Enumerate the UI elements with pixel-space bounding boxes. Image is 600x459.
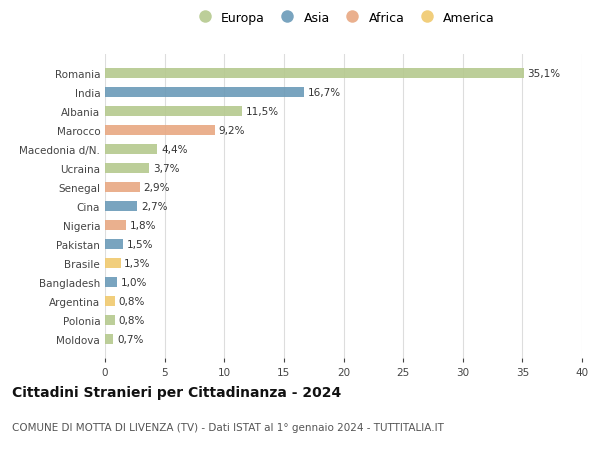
Bar	[105, 145, 157, 155]
Text: 35,1%: 35,1%	[527, 69, 560, 79]
Bar	[105, 277, 117, 287]
Bar	[105, 334, 113, 344]
Text: 0,8%: 0,8%	[118, 315, 145, 325]
Bar	[105, 258, 121, 269]
Bar	[105, 296, 115, 307]
Bar	[105, 106, 242, 117]
Bar	[105, 315, 115, 325]
Text: Cittadini Stranieri per Cittadinanza - 2024: Cittadini Stranieri per Cittadinanza - 2…	[12, 386, 341, 399]
Text: 2,9%: 2,9%	[143, 183, 170, 193]
Text: 1,8%: 1,8%	[130, 220, 157, 230]
Text: COMUNE DI MOTTA DI LIVENZA (TV) - Dati ISTAT al 1° gennaio 2024 - TUTTITALIA.IT: COMUNE DI MOTTA DI LIVENZA (TV) - Dati I…	[12, 422, 444, 432]
Text: 16,7%: 16,7%	[308, 88, 341, 98]
Bar	[105, 202, 137, 212]
Bar	[105, 88, 304, 98]
Bar	[105, 163, 149, 174]
Text: 1,5%: 1,5%	[127, 240, 153, 249]
Legend: Europa, Asia, Africa, America: Europa, Asia, Africa, America	[187, 7, 500, 30]
Text: 0,8%: 0,8%	[118, 296, 145, 306]
Text: 3,7%: 3,7%	[152, 164, 179, 174]
Bar	[105, 220, 127, 231]
Bar	[105, 182, 140, 193]
Text: 1,0%: 1,0%	[121, 277, 147, 287]
Bar	[105, 69, 524, 79]
Text: 1,3%: 1,3%	[124, 258, 151, 269]
Text: 11,5%: 11,5%	[246, 107, 279, 117]
Text: 4,4%: 4,4%	[161, 145, 188, 155]
Bar	[105, 126, 215, 136]
Text: 0,7%: 0,7%	[117, 334, 143, 344]
Text: 2,7%: 2,7%	[141, 202, 167, 212]
Bar	[105, 239, 123, 250]
Text: 9,2%: 9,2%	[218, 126, 245, 136]
